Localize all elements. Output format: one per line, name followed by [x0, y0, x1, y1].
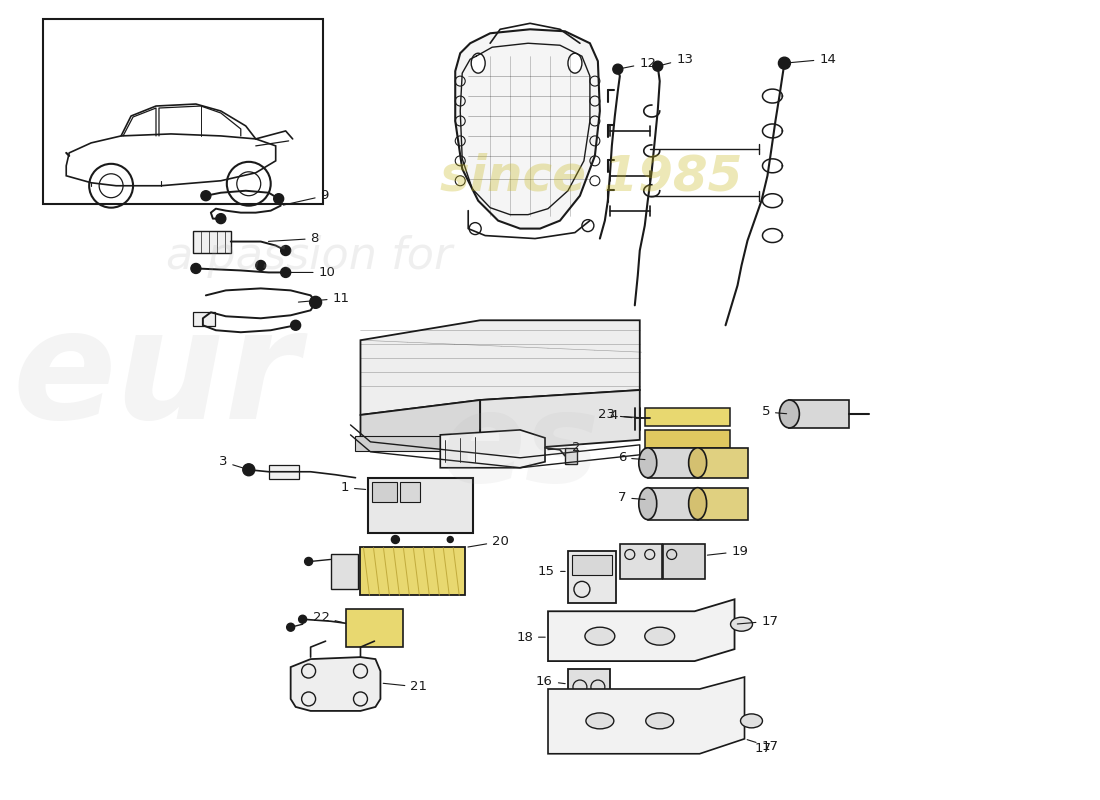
Circle shape [652, 61, 662, 71]
Ellipse shape [586, 713, 614, 729]
Bar [662, 545, 705, 579]
Circle shape [613, 64, 623, 74]
Ellipse shape [639, 488, 657, 519]
Circle shape [201, 190, 211, 201]
Ellipse shape [568, 54, 582, 73]
Text: 6: 6 [618, 451, 645, 464]
Ellipse shape [780, 400, 800, 428]
Text: 4: 4 [609, 410, 642, 422]
Circle shape [779, 57, 791, 69]
Bar [368, 478, 473, 533]
Circle shape [280, 267, 290, 278]
Text: 9: 9 [284, 190, 329, 205]
Circle shape [274, 194, 284, 204]
Circle shape [191, 263, 201, 274]
Ellipse shape [585, 627, 615, 645]
Polygon shape [361, 320, 640, 415]
Text: 20: 20 [468, 535, 509, 548]
Circle shape [287, 623, 295, 631]
Polygon shape [697, 448, 748, 478]
Ellipse shape [471, 54, 485, 73]
Text: 22: 22 [312, 610, 343, 624]
Text: 17: 17 [737, 614, 779, 628]
Text: since 1985: since 1985 [440, 153, 742, 201]
Polygon shape [648, 488, 697, 519]
Polygon shape [548, 599, 735, 661]
Text: 12: 12 [620, 57, 657, 70]
Polygon shape [440, 430, 544, 468]
Text: 13: 13 [660, 53, 693, 66]
Circle shape [290, 320, 300, 330]
Ellipse shape [689, 448, 706, 478]
Ellipse shape [639, 448, 657, 478]
Circle shape [309, 296, 321, 308]
Bar [331, 554, 359, 590]
Text: 7: 7 [618, 491, 645, 504]
Bar [568, 551, 616, 603]
Text: es: es [440, 387, 600, 508]
Polygon shape [481, 390, 640, 452]
Polygon shape [548, 677, 745, 754]
Text: 10: 10 [288, 266, 336, 279]
Text: 23: 23 [598, 409, 632, 422]
Text: 15: 15 [538, 565, 565, 578]
Text: 5: 5 [761, 406, 786, 418]
Text: 18: 18 [516, 630, 546, 644]
Ellipse shape [740, 714, 762, 728]
Bar [268, 465, 298, 478]
Text: 17: 17 [747, 740, 779, 754]
Polygon shape [697, 488, 748, 519]
Circle shape [280, 246, 290, 255]
Circle shape [298, 615, 307, 623]
Circle shape [198, 314, 208, 323]
Bar [619, 545, 662, 579]
Bar [645, 408, 729, 426]
Text: 11: 11 [298, 292, 350, 305]
Text: 16: 16 [536, 674, 565, 687]
Text: 8: 8 [268, 232, 319, 245]
Ellipse shape [730, 618, 752, 631]
Polygon shape [66, 134, 276, 186]
Polygon shape [648, 448, 697, 478]
Text: a passion for: a passion for [166, 235, 452, 278]
Bar [192, 312, 215, 326]
Bar [373, 482, 397, 502]
Polygon shape [790, 400, 849, 428]
Text: 21: 21 [383, 681, 428, 694]
Text: 1: 1 [341, 481, 365, 494]
Bar [43, 19, 322, 204]
Bar [400, 482, 420, 502]
Circle shape [448, 537, 453, 542]
Text: 19: 19 [707, 545, 748, 558]
Circle shape [305, 558, 312, 566]
Bar [361, 547, 465, 595]
Text: 17: 17 [755, 742, 771, 755]
Bar [572, 555, 612, 575]
Bar [345, 610, 404, 647]
Bar [568, 669, 609, 719]
Ellipse shape [689, 488, 706, 519]
Circle shape [392, 535, 399, 543]
Text: 3: 3 [219, 455, 246, 469]
Bar [565, 448, 576, 464]
Ellipse shape [646, 713, 673, 729]
Circle shape [255, 261, 266, 270]
Polygon shape [455, 30, 600, 229]
Text: eur: eur [12, 302, 300, 450]
Text: 2: 2 [548, 442, 581, 454]
Bar [355, 436, 525, 451]
Bar [645, 430, 729, 448]
Polygon shape [290, 657, 381, 711]
Polygon shape [361, 400, 481, 452]
Ellipse shape [645, 627, 674, 645]
Circle shape [216, 214, 225, 224]
Bar [192, 230, 231, 253]
Circle shape [243, 464, 255, 476]
Text: 14: 14 [788, 53, 836, 66]
